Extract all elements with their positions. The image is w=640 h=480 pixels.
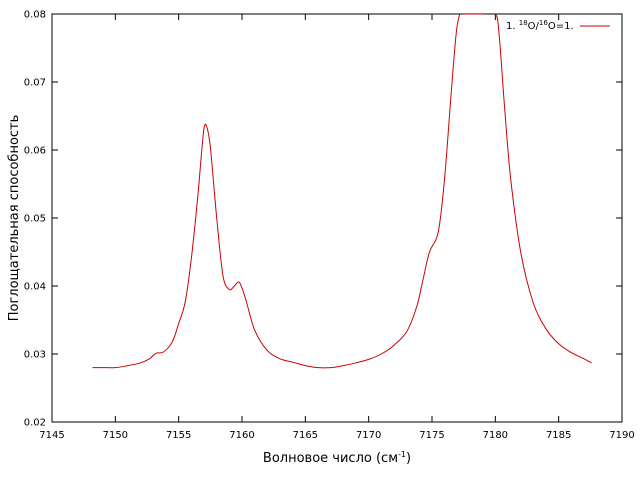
x-tick-label: 7180 — [483, 430, 508, 441]
y-tick-label: 0.03 — [24, 350, 46, 361]
x-tick-label: 7175 — [419, 430, 444, 441]
x-tick-label: 7155 — [166, 430, 191, 441]
axis-ticks — [51, 13, 623, 423]
x-tick-label: 7190 — [609, 430, 634, 441]
y-tick-label: 0.08 — [24, 10, 46, 21]
plot-frame — [51, 13, 623, 423]
x-tick-label: 7145 — [39, 430, 64, 441]
x-tick-label: 7165 — [293, 430, 318, 441]
y-tick-label: 0.07 — [24, 78, 46, 89]
x-tick-label: 7150 — [103, 430, 128, 441]
y-tick-label: 0.05 — [24, 214, 46, 225]
y-axis-label: Поглощательная способность — [7, 115, 22, 322]
y-tick-label: 0.04 — [24, 282, 46, 293]
legend-label: 1. 18O/16O=1. — [506, 19, 574, 32]
x-tick-label: 7170 — [356, 430, 381, 441]
series-line — [92, 14, 592, 369]
x-axis-label: Волновое число (см-1) — [263, 450, 411, 466]
x-tick-label: 7160 — [229, 430, 254, 441]
x-tick-label: 7185 — [546, 430, 571, 441]
tick-labels: 7145 7150 7155 7160 7165 7170 7175 7180 7185 7190… — [24, 10, 635, 442]
legend: 1. 18O/16O=1. — [506, 19, 610, 32]
y-tick-label: 0.02 — [24, 418, 46, 429]
y-tick-label: 0.06 — [24, 146, 46, 157]
